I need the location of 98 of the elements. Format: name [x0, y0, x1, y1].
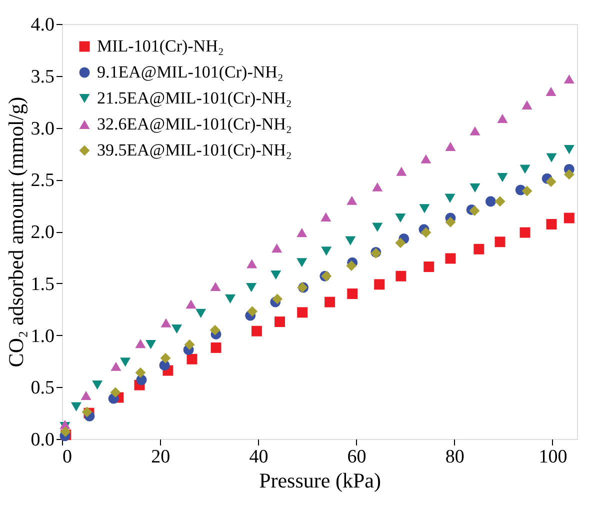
x-tick-label: 60: [347, 446, 366, 468]
point: [494, 196, 506, 207]
point: [564, 144, 574, 154]
point: [272, 294, 283, 304]
point: [520, 164, 530, 174]
point: [396, 166, 407, 176]
point: [70, 402, 82, 412]
point: [347, 288, 358, 299]
point: [445, 216, 456, 228]
point: [272, 244, 282, 253]
point: [247, 306, 258, 317]
y-tick-label: 0.0: [30, 430, 54, 450]
legend-label: 21.5EA@MIL-101(Cr)-NH₂: [97, 88, 292, 108]
point: [60, 426, 71, 437]
x-tick-label: 0: [62, 446, 72, 468]
point: [184, 339, 195, 350]
point: [135, 339, 146, 348]
point: [296, 228, 308, 238]
point: [546, 86, 556, 96]
y-axis-title: CO₂ adsorbed amount (mmol/g): [4, 96, 28, 368]
point: [444, 194, 456, 203]
point: [246, 282, 257, 292]
x-tick-label: 40: [249, 446, 268, 468]
y-tick-label: 0.5: [30, 378, 54, 399]
point: [420, 154, 432, 164]
point: [497, 114, 508, 123]
x-tick-label: 100: [538, 446, 568, 468]
point: [396, 270, 406, 282]
point: [135, 367, 146, 378]
point: [564, 212, 574, 224]
point: [546, 176, 556, 187]
y-tick-label: 3.0: [30, 118, 54, 140]
point: [92, 380, 103, 390]
legend-label: 9.1EA@MIL-101(Cr)-NH₂: [97, 62, 284, 82]
point: [470, 126, 480, 136]
x-tick-label: 20: [151, 446, 170, 468]
legend-label: MIL-101(Cr)-NH₂: [97, 36, 224, 56]
point: [146, 340, 156, 350]
point: [210, 342, 222, 353]
point: [474, 244, 484, 254]
point: [110, 387, 121, 398]
point: [136, 374, 147, 386]
point: [419, 204, 430, 214]
point: [374, 279, 385, 290]
point: [320, 212, 332, 222]
point: [172, 324, 182, 334]
point: [160, 318, 172, 328]
point: [546, 218, 557, 230]
point: [469, 206, 480, 216]
y-tick-label: 1.5: [30, 274, 54, 295]
y-tick-label: 2.5: [30, 170, 54, 192]
point: [210, 324, 220, 336]
point: [520, 227, 530, 238]
y-tick-label: 1.0: [30, 326, 54, 347]
x-tick-label: 80: [445, 446, 464, 468]
point: [160, 352, 171, 364]
point: [120, 358, 131, 367]
point: [497, 173, 508, 182]
point: [494, 236, 506, 248]
point: [372, 222, 383, 232]
point: [372, 182, 383, 192]
point: [445, 253, 456, 264]
point: [186, 300, 196, 309]
point: [345, 236, 356, 246]
point: [395, 213, 406, 223]
point: [274, 316, 286, 328]
point: [470, 183, 480, 192]
legend-label: 39.5EA@MIL-101(Cr)-NH₂: [97, 140, 292, 160]
point: [564, 169, 574, 180]
point: [251, 326, 262, 336]
point: [485, 196, 496, 207]
point: [522, 186, 532, 196]
point: [110, 362, 122, 371]
point: [321, 246, 332, 256]
point: [324, 296, 336, 308]
point: [346, 260, 357, 271]
point: [246, 259, 258, 268]
point: [80, 390, 92, 400]
point: [346, 196, 358, 205]
point: [424, 262, 434, 272]
legend-label: 32.6EA@MIL-101(Cr)-NH₂: [97, 114, 292, 134]
point: [564, 74, 574, 84]
point: [296, 258, 308, 268]
point: [210, 282, 221, 292]
point: [522, 100, 532, 110]
point: [297, 307, 308, 318]
point: [224, 294, 236, 304]
y-tick-label: 4.0: [30, 14, 54, 36]
y-tick-label: 3.5: [30, 66, 54, 88]
point: [546, 153, 557, 162]
point: [196, 308, 206, 318]
point: [270, 270, 282, 280]
point: [420, 227, 432, 238]
point: [395, 238, 406, 248]
y-tick-label: 2.0: [30, 222, 54, 243]
x-axis-title: Pressure (kPa): [259, 468, 381, 492]
point: [186, 354, 198, 364]
point: [445, 142, 456, 151]
